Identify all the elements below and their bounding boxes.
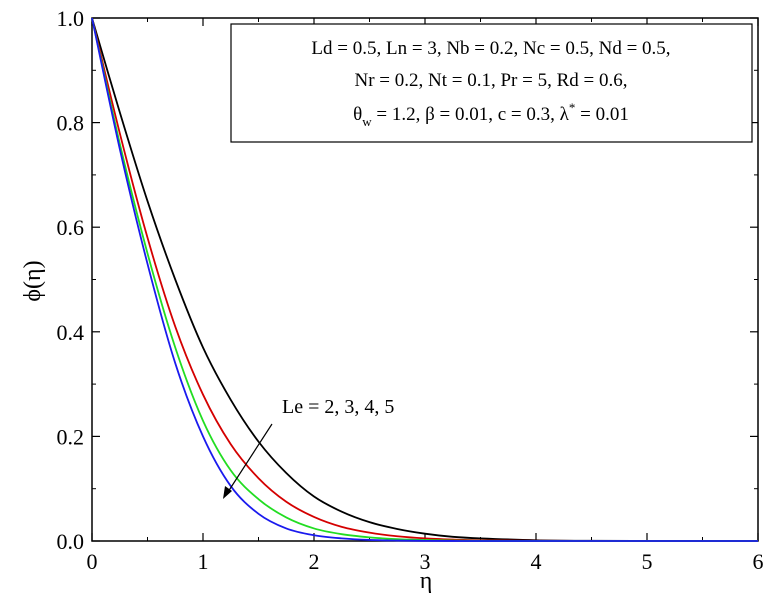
- x-tick-label: 2: [309, 549, 320, 574]
- x-tick-label: 6: [753, 549, 764, 574]
- y-tick-label: 0.8: [57, 111, 85, 136]
- theta-symbol: θ: [353, 104, 362, 125]
- y-tick-label: 1.0: [57, 6, 85, 31]
- x-tick-label: 0: [87, 549, 98, 574]
- parameter-box: Ld = 0.5, Ln = 3, Nb = 0.2, Nc = 0.5, Nd…: [230, 23, 753, 143]
- series-layer: [91, 17, 758, 542]
- le-arrow: [223, 423, 273, 499]
- lambda-superscript: *: [569, 100, 576, 115]
- le-annotation: Le = 2, 3, 4, 5: [282, 396, 394, 418]
- y-tick-label: 0.0: [57, 529, 85, 554]
- parameter-line-1: Ld = 0.5, Ln = 3, Nb = 0.2, Nc = 0.5, Nd…: [311, 38, 670, 59]
- y-tick-label: 0.2: [57, 424, 85, 449]
- x-tick-label: 3: [420, 549, 431, 574]
- y-tick-label: 0.6: [57, 215, 85, 240]
- y-tick-label: 0.4: [57, 320, 85, 345]
- parameter-box-frame: [230, 23, 753, 143]
- parameter-line-3: θw = 1.2, β = 0.01, c = 0.3, λ* = 0.01: [353, 100, 629, 129]
- parameter-line-3-mid: = 1.2, β = 0.01, c = 0.3, λ: [372, 104, 570, 125]
- parameter-line-2: Nr = 0.2, Nt = 0.1, Pr = 5, Rd = 0.6,: [355, 70, 628, 91]
- series-line-4: [91, 17, 758, 542]
- x-tick-label: 5: [642, 549, 653, 574]
- x-tick-label: 4: [531, 549, 542, 574]
- y-axis-ticks: 0.0 0.2 0.4 0.6 0.8 1.0: [57, 6, 758, 554]
- theta-subscript: w: [362, 114, 372, 129]
- x-tick-label: 1: [198, 549, 209, 574]
- y-axis-title: ϕ(η): [20, 260, 46, 301]
- parameter-line-3-end: = 0.01: [575, 104, 628, 125]
- x-axis-title: η: [420, 568, 433, 594]
